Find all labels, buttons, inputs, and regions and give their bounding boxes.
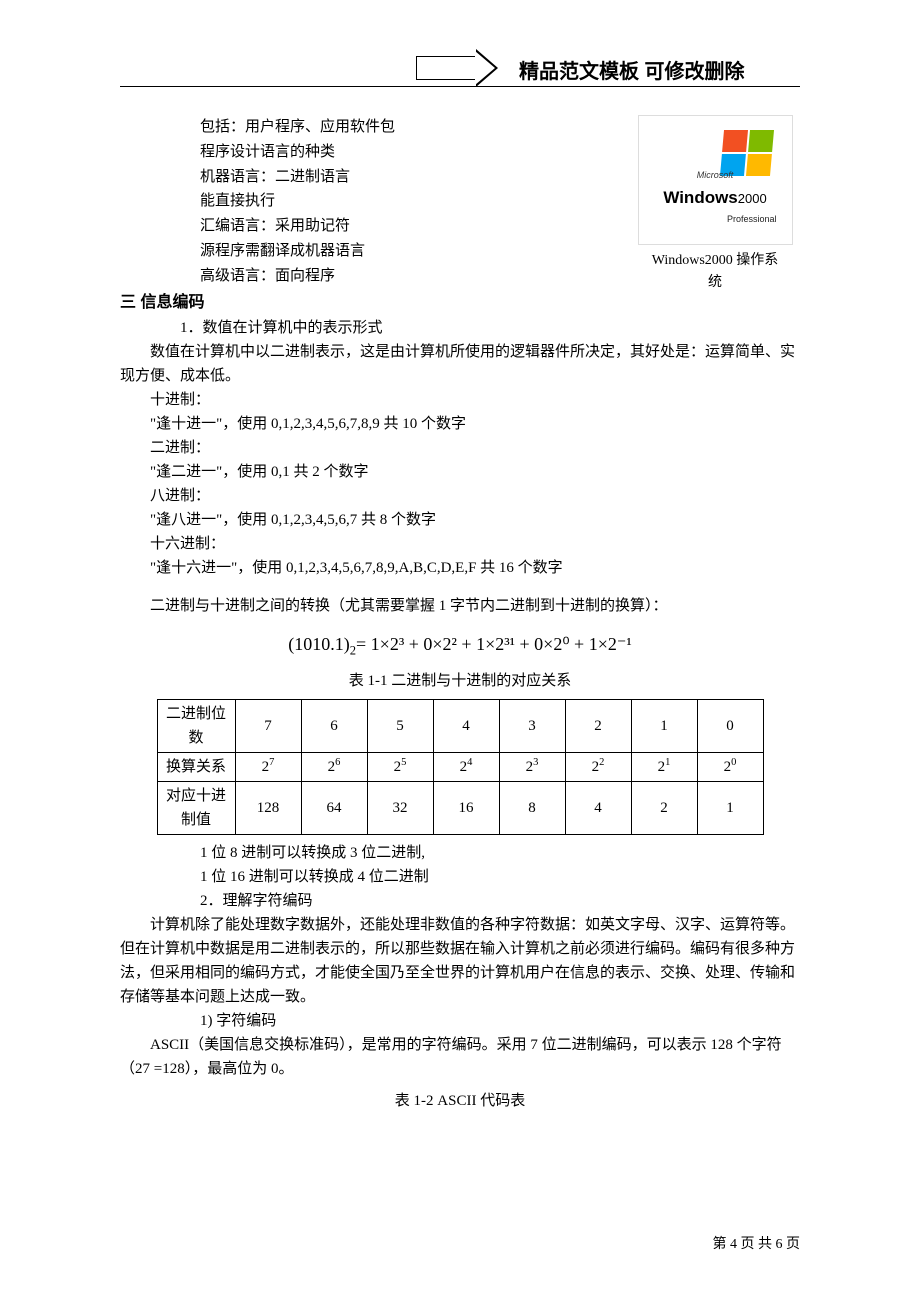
formula: (1010.1)2= 1×2³ + 0×2² + 1×2³¹ + 0×2⁰ + …: [120, 630, 800, 661]
page-header: 精品范文模板 可修改删除: [0, 56, 920, 96]
page-footer: 第 4 页 共 6 页: [713, 1234, 801, 1256]
formula-rhs: = 1×2³ + 0×2² + 1×2³¹ + 0×2⁰ + 1×2⁻¹: [356, 634, 632, 654]
header-arrow-head-icon: [476, 49, 498, 87]
base2-label: 二进制：: [120, 436, 800, 460]
cell: 128: [235, 781, 301, 834]
logo-sub: Professional: [639, 212, 792, 226]
cell: 22: [565, 752, 631, 781]
table-row-bits: 二进制位数 7 6 5 4 3 2 1 0: [157, 699, 763, 752]
cell: 2: [631, 781, 697, 834]
header-underline: [120, 86, 800, 87]
conv-intro: 二进制与十进制之间的转换（尤其需要掌握 1 字节内二进制到十进制的换算）：: [120, 594, 800, 618]
windows-logo-box: Microsoft Windows2000 Professional Windo…: [630, 115, 800, 295]
cell: 0: [697, 699, 763, 752]
logo-ms: Microsoft: [697, 170, 734, 180]
rowhdr-val: 对应十进制值: [157, 781, 235, 834]
cell: 4: [565, 781, 631, 834]
base10-label: 十进制：: [120, 388, 800, 412]
item-1-title: 1．数值在计算机中的表示形式: [150, 316, 800, 340]
cell: 4: [433, 699, 499, 752]
cell: 2: [565, 699, 631, 752]
base10-text: "逢十进一"，使用 0,1,2,3,4,5,6,7,8,9 共 10 个数字: [120, 412, 800, 436]
conversion-table: 二进制位数 7 6 5 4 3 2 1 0 换算关系 27 26 25 24 2…: [157, 699, 764, 835]
cell: 27: [235, 752, 301, 781]
cell: 24: [433, 752, 499, 781]
para-ascii: ASCII（美国信息交换标准码），是常用的字符编码。采用 7 位二进制编码，可以…: [120, 1033, 800, 1081]
cell: 8: [499, 781, 565, 834]
cell: 7: [235, 699, 301, 752]
p2: 计算机除了能处理数字数据外，还能处理非数值的各种字符数据：如英文字母、汉字、运算…: [120, 913, 800, 1009]
windows-logo-text: Microsoft Windows2000 Professional: [639, 164, 792, 226]
cell: 32: [367, 781, 433, 834]
base2-text: "逢二进一"，使用 0,1 共 2 个数字: [120, 460, 800, 484]
rowhdr-bits: 二进制位数: [157, 699, 235, 752]
cell: 64: [301, 781, 367, 834]
sub-1-title: 1) 字符编码: [200, 1009, 800, 1033]
cell: 5: [367, 699, 433, 752]
para-encoding: 计算机除了能处理数字数据外，还能处理非数值的各种字符数据：如英文字母、汉字、运算…: [120, 913, 800, 1009]
header-arrow-box: [416, 56, 476, 80]
cell: 25: [367, 752, 433, 781]
cell: 1: [697, 781, 763, 834]
logo-caption-1: Windows2000 操作系: [630, 250, 800, 272]
table-row-pow: 换算关系 27 26 25 24 23 22 21 20: [157, 752, 763, 781]
p3: ASCII（美国信息交换标准码），是常用的字符编码。采用 7 位二进制编码，可以…: [120, 1033, 800, 1081]
cell: 3: [499, 699, 565, 752]
base8-text: "逢八进一"，使用 0,1,2,3,4,5,6,7 共 8 个数字: [120, 508, 800, 532]
item-2-title: 2．理解字符编码: [200, 889, 800, 913]
table-row-val: 对应十进制值 128 64 32 16 8 4 2 1: [157, 781, 763, 834]
logo-ver: 2000: [738, 191, 767, 206]
cell: 26: [301, 752, 367, 781]
after-tbl-l1: 1 位 8 进制可以转换成 3 位二进制,: [200, 841, 800, 865]
cell: 6: [301, 699, 367, 752]
base16-text: "逢十六进一"，使用 0,1,2,3,4,5,6,7,8,9,A,B,C,D,E…: [120, 556, 800, 580]
logo-main: Windows: [663, 188, 737, 207]
table-2-caption: 表 1-2 ASCII 代码表: [120, 1089, 800, 1113]
header-title: 精品范文模板 可修改删除: [519, 56, 745, 88]
base8-label: 八进制：: [120, 484, 800, 508]
cell: 1: [631, 699, 697, 752]
formula-lhs: (1010.1): [288, 634, 350, 654]
windows-logo-image: Microsoft Windows2000 Professional: [638, 115, 793, 245]
base16-label: 十六进制：: [120, 532, 800, 556]
p1: 数值在计算机中以二进制表示，这是由计算机所使用的逻辑器件所决定，其好处是：运算简…: [120, 340, 800, 388]
cell: 20: [697, 752, 763, 781]
cell: 16: [433, 781, 499, 834]
after-tbl-l2: 1 位 16 进制可以转换成 4 位二进制: [200, 865, 800, 889]
cell: 21: [631, 752, 697, 781]
rowhdr-pow: 换算关系: [157, 752, 235, 781]
table-1-caption: 表 1-1 二进制与十进制的对应关系: [120, 669, 800, 693]
logo-caption-2: 统: [630, 272, 800, 294]
para-numeric: 数值在计算机中以二进制表示，这是由计算机所使用的逻辑器件所决定，其好处是：运算简…: [120, 340, 800, 580]
page-content: Microsoft Windows2000 Professional Windo…: [120, 115, 800, 1119]
cell: 23: [499, 752, 565, 781]
